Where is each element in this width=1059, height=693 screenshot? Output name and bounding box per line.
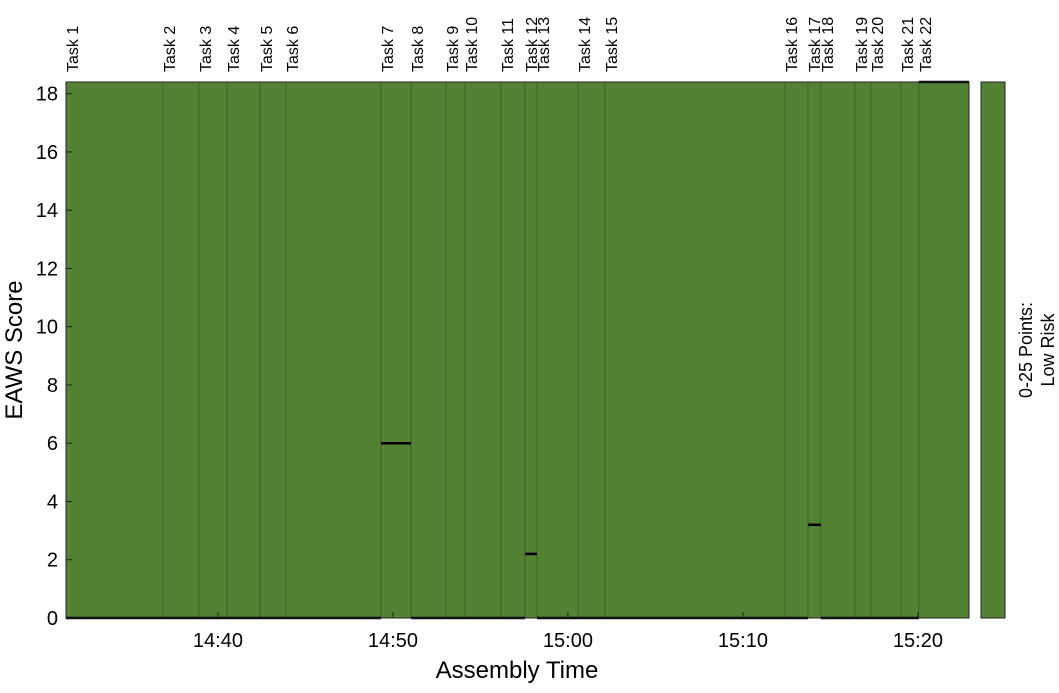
task-region <box>524 81 538 619</box>
task-label: Task 3 <box>198 26 215 72</box>
task-region <box>464 81 502 619</box>
task-label: Task 21 <box>900 17 917 72</box>
task-region <box>820 81 856 619</box>
colorbar <box>980 81 1006 619</box>
task-region <box>900 81 920 619</box>
task-label: Task 16 <box>784 17 801 72</box>
task-region <box>162 81 200 619</box>
task-label: Task 10 <box>464 17 481 72</box>
task-region <box>854 81 872 619</box>
task-region <box>500 81 526 619</box>
x-tick-label: 15:10 <box>718 630 768 652</box>
task-label: Task 22 <box>918 17 935 72</box>
task-label: Task 6 <box>285 26 302 72</box>
task-region <box>784 81 809 619</box>
task-label: Task 5 <box>259 26 276 72</box>
task-region <box>259 81 287 619</box>
x-tick-label: 14:40 <box>193 630 243 652</box>
task-region <box>807 81 822 619</box>
task-region <box>870 81 902 619</box>
y-tick-label: 18 <box>36 84 58 106</box>
x-tick-label: 14:50 <box>368 630 418 652</box>
task-label: Task 11 <box>500 18 517 72</box>
task-region <box>577 81 606 619</box>
task-label: Task 18 <box>820 17 837 72</box>
task-label: Task 15 <box>604 17 621 72</box>
task-region <box>536 81 579 619</box>
x-tick-label: 15:00 <box>543 630 593 652</box>
task-label: Task 13 <box>536 17 553 72</box>
task-label: Task 14 <box>577 17 594 72</box>
task-label: Task 20 <box>870 17 887 72</box>
task-label: Task 7 <box>380 26 397 72</box>
y-axis-label: EAWS Score <box>1 280 28 419</box>
task-label: Task 1 <box>65 26 82 72</box>
y-tick-label: 2 <box>47 550 58 572</box>
task-label: Task 8 <box>410 26 427 72</box>
plot-frame <box>65 81 970 619</box>
colorbar-label: 0-25 Points: <box>1016 302 1036 398</box>
task-label: Task 17 <box>807 17 824 72</box>
x-tick-label: 15:20 <box>893 630 943 652</box>
task-region <box>380 81 412 619</box>
y-tick-label: 4 <box>47 491 58 513</box>
task-region <box>604 81 786 619</box>
task-region <box>226 81 261 619</box>
task-region <box>285 81 382 619</box>
task-label: Task 9 <box>445 26 462 72</box>
y-tick-label: 6 <box>47 433 58 455</box>
task-region <box>65 81 164 619</box>
task-region <box>410 81 447 619</box>
task-region <box>918 81 970 619</box>
y-tick-label: 14 <box>36 200 58 222</box>
task-region <box>445 81 466 619</box>
task-region <box>198 81 228 619</box>
y-tick-label: 8 <box>47 375 58 397</box>
task-label: Task 4 <box>226 26 243 72</box>
colorbar-label: Low Risk <box>1038 312 1058 386</box>
y-tick-label: 10 <box>36 317 58 339</box>
task-label: Task 12 <box>524 17 541 72</box>
task-label: Task 19 <box>854 17 871 72</box>
y-tick-label: 0 <box>47 608 58 630</box>
y-tick-label: 16 <box>36 142 58 164</box>
task-label: Task 2 <box>162 26 179 72</box>
x-axis-label: Assembly Time <box>436 657 599 684</box>
y-tick-label: 12 <box>36 258 58 280</box>
